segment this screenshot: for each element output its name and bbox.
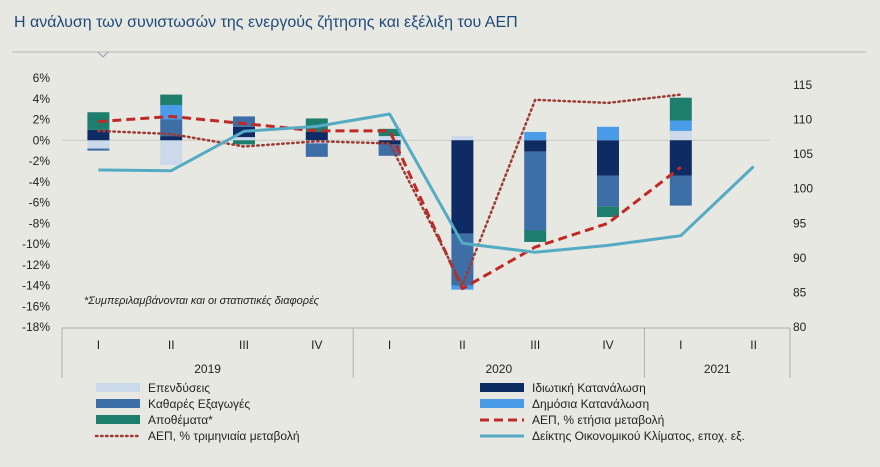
y-left-tick-label: 4% — [33, 92, 51, 106]
bar-segment-net_exports — [160, 119, 183, 137]
y-right-tick-label: 85 — [793, 285, 807, 299]
y-right-tick-label: 95 — [793, 216, 807, 230]
bar-segment-public — [669, 120, 692, 131]
quarter-label: I — [388, 338, 391, 352]
year-label: 2020 — [485, 362, 512, 376]
y-left-tick-label: -6% — [29, 196, 51, 210]
bar-segment-public — [597, 126, 619, 141]
bar-segment-net_exports — [233, 116, 255, 127]
bar-segment-investment — [378, 136, 401, 141]
quarter-label: II — [750, 338, 757, 352]
y-left-tick-label: -16% — [22, 299, 50, 313]
y-right-tick-label: 115 — [793, 78, 812, 92]
bar-segment-net_exports — [669, 175, 692, 206]
y-right-tick-label: 100 — [793, 182, 813, 196]
y-left-tick-label: -18% — [22, 320, 50, 334]
y-right-tick-label: 105 — [793, 147, 813, 161]
y-right-tick-label: 110 — [793, 113, 812, 127]
bar-segment-inventories — [160, 94, 183, 105]
y-right-tick-label: 80 — [793, 320, 807, 334]
bar-segment-private — [524, 140, 547, 152]
bar-segment-private — [597, 140, 619, 176]
bar-segment-private — [87, 129, 110, 141]
bar-segment-investment — [87, 140, 110, 149]
legend-swatch-inventories — [96, 415, 140, 424]
y-left-tick-label: -4% — [29, 175, 51, 189]
year-label: 2019 — [194, 362, 221, 376]
legend-label-climate: Δείκτης Οικονομικού Κλίματος, εποχ. εξ. — [532, 429, 745, 443]
legend-label-gdp_qoq: ΑΕΠ, % τριμηνιαία μεταβολή — [148, 429, 300, 443]
quarter-label: IV — [602, 338, 613, 352]
y-left-tick-label: -8% — [29, 216, 51, 230]
bar-segment-investment — [451, 136, 474, 141]
y-left-tick-label: 0% — [33, 133, 51, 147]
y-left-tick-label: -14% — [22, 279, 50, 293]
bar-segment-investment — [669, 130, 692, 141]
legend-swatch-public — [480, 399, 524, 408]
quarter-label: II — [168, 338, 175, 352]
legend-swatch-net_exports — [96, 399, 140, 408]
legend-label-investment: Επενδύσεις — [148, 381, 210, 395]
y-left-tick-label: 2% — [33, 113, 51, 127]
bar-segment-private — [378, 140, 401, 145]
bar-segment-net_exports — [305, 143, 328, 157]
legend-swatch-investment — [96, 383, 140, 392]
y-left-tick-label: -10% — [22, 237, 50, 251]
legend-label-inventories: Αποθέματα* — [148, 413, 213, 427]
bar-segment-inventories — [597, 206, 619, 218]
bar-segment-investment — [233, 137, 255, 141]
legend-label-private: Ιδιωτική Κατανάλωση — [532, 381, 646, 395]
quarter-label: I — [679, 338, 682, 352]
title-divider-notch — [97, 51, 109, 58]
bar-segment-inventories — [233, 140, 255, 145]
bar-segment-public — [524, 131, 547, 141]
line-climate — [98, 112, 755, 254]
bar-segment-inventories — [524, 230, 547, 242]
bar-segment-net_exports — [597, 175, 619, 207]
y-left-tick-label: -2% — [29, 154, 51, 168]
bar-segment-private — [160, 136, 183, 141]
quarter-label: I — [97, 338, 100, 352]
quarter-label: II — [459, 338, 466, 352]
y-left-tick-label: -12% — [22, 258, 50, 272]
chart-note: *Συμπεριλαμβάνονται και οι στατιστικές δ… — [84, 295, 320, 307]
y-left-tick-label: 6% — [33, 71, 51, 85]
legend-swatch-private — [480, 383, 524, 392]
bar-segment-net_exports — [524, 151, 547, 231]
bar-segment-private — [669, 140, 692, 176]
bar-segment-investment — [160, 140, 183, 166]
chart-title: Η ανάλυση των συνιστωσών της ενεργούς ζή… — [14, 14, 518, 31]
bar-segment-inventories — [378, 128, 401, 137]
quarter-label: III — [239, 338, 249, 352]
quarter-label: III — [530, 338, 540, 352]
y-right-tick-label: 90 — [793, 251, 807, 265]
bar-segment-private — [451, 140, 474, 234]
year-label: 2021 — [704, 362, 731, 376]
line-gdp_qoq — [97, 93, 683, 287]
legend-label-net_exports: Καθαρές Εξαγωγές — [148, 397, 250, 411]
legend-label-gdp_yoy: ΑΕΠ, % ετήσια μεταβολή — [532, 413, 664, 427]
bar-segment-inventories — [669, 97, 692, 121]
bar-segment-private — [305, 131, 328, 141]
bar-segment-net_exports — [378, 144, 401, 156]
bar-segment-net_exports — [87, 148, 110, 151]
quarter-label: IV — [311, 338, 322, 352]
legend-label-public: Δημόσια Κατανάλωση — [532, 397, 649, 411]
